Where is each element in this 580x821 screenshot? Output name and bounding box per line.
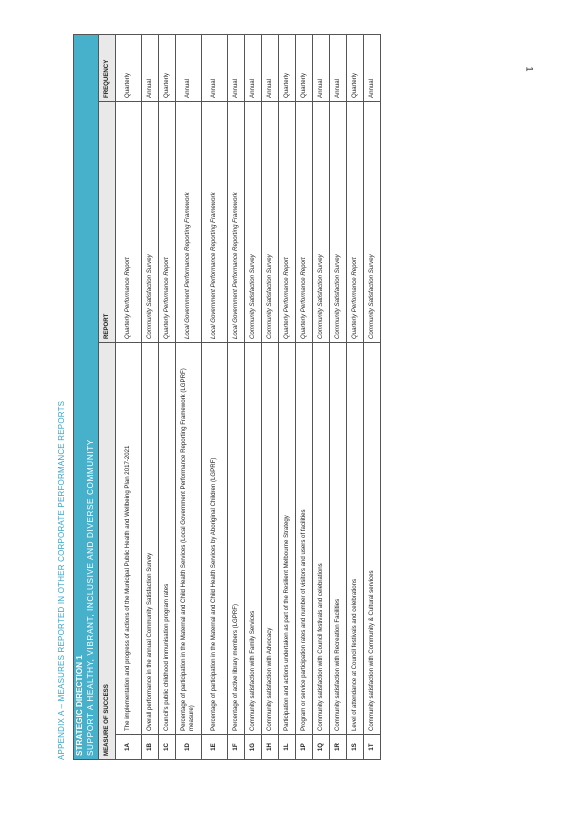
row-frequency: Quarterly (278, 34, 295, 102)
row-code: 1H (261, 734, 278, 760)
row-measure: Level of attendance at Council festivals… (346, 342, 363, 735)
row-report: Quarterly Performance Report (158, 101, 175, 343)
row-code: 1Q (312, 734, 329, 760)
row-report: Community Satisfaction Survey (141, 101, 158, 343)
row-code: 1D (175, 734, 201, 760)
row-frequency: Annual (363, 34, 380, 102)
table-row: 1Q Community satisfaction with Council fe… (312, 34, 329, 760)
table-row: 1R Community satisfaction with Recreation… (329, 34, 346, 760)
row-report: Community Satisfaction Survey (244, 101, 261, 343)
table-row: 1L Participation and actions undertaken a… (278, 34, 295, 760)
row-code: 1T (363, 734, 380, 760)
row-measure: Percentage of participation in the Mater… (175, 342, 201, 735)
row-measure: The implementation and progress of actio… (115, 342, 141, 735)
column-header-measure: MEASURE OF SUCCESS (98, 342, 115, 760)
row-measure: Participation and actions undertaken as … (278, 342, 295, 735)
row-report: Community Satisfaction Survey (329, 101, 346, 343)
table-row: 1S Level of attendance at Council festiva… (346, 34, 363, 760)
measures-table: STRATEGIC DIRECTION 1 SUPPORT A HEALTHY,… (73, 34, 381, 760)
row-report: Quarterly Performance Report (115, 101, 141, 343)
appendix-title: APPENDIX A – MEASURES REPORTED IN OTHER … (57, 400, 66, 760)
row-measure: Program or service participation rates a… (295, 342, 312, 735)
row-frequency: Annual (175, 34, 201, 102)
row-measure: Council's public childhood immunisation … (158, 342, 175, 735)
table-header-row: MEASURE OF SUCCESS REPORT FREQUENCY (98, 34, 115, 760)
row-code: 1F (227, 734, 244, 760)
table-row: 1D Percentage of participation in the Mat… (175, 34, 201, 760)
row-measure: Community satisfaction with Family Servi… (244, 342, 261, 735)
table-row: 1F Percentage of active library members (… (227, 34, 244, 760)
table-row: 1C Council's public childhood immunisatio… (158, 34, 175, 760)
rotated-page-content: APPENDIX A – MEASURES REPORTED IN OTHER … (57, 34, 549, 760)
row-frequency: Annual (312, 34, 329, 102)
row-measure: Percentage of participation in the Mater… (201, 342, 227, 735)
row-frequency: Annual (227, 34, 244, 102)
row-report: Community Satisfaction Survey (363, 101, 380, 343)
row-code: 1E (201, 734, 227, 760)
table-row: 1T Community satisfaction with Community … (363, 34, 380, 760)
row-frequency: Annual (261, 34, 278, 102)
row-report: Local Government Performance Reporting F… (227, 101, 244, 343)
row-measure: Overall performance in the annual Commun… (141, 342, 158, 735)
row-frequency: Quarterly (115, 34, 141, 102)
strategic-direction-title: STRATEGIC DIRECTION 1 (75, 655, 84, 756)
row-code: 1B (141, 734, 158, 760)
row-frequency: Quarterly (158, 34, 175, 102)
row-measure: Community satisfaction with Advocacy (261, 342, 278, 735)
row-report: Community Satisfaction Survey (312, 101, 329, 343)
table-row: 1A The implementation and progress of act… (115, 34, 141, 760)
row-code: 1R (329, 734, 346, 760)
row-frequency: Annual (244, 34, 261, 102)
row-code: 1G (244, 734, 261, 760)
row-frequency: Quarterly (346, 34, 363, 102)
table-row: 1H Community satisfaction with Advocacy Co… (261, 34, 278, 760)
row-code: 1P (295, 734, 312, 760)
row-measure: Community satisfaction with Community & … (363, 342, 380, 735)
row-code: 1L (278, 734, 295, 760)
row-frequency: Quarterly (295, 34, 312, 102)
row-frequency: Annual (329, 34, 346, 102)
row-measure: Community satisfaction with Recreation F… (329, 342, 346, 735)
column-header-frequency: FREQUENCY (98, 34, 115, 102)
row-frequency: Annual (141, 34, 158, 102)
table-row: 1P Program or service participation rates… (295, 34, 312, 760)
table-row: 1G Community satisfaction with Family Ser… (244, 34, 261, 760)
column-header-report: REPORT (98, 101, 115, 343)
row-report: Community Satisfaction Survey (261, 101, 278, 343)
table-row: 1B Overall performance in the annual Comm… (141, 34, 158, 760)
row-report: Quarterly Performance Report (278, 101, 295, 343)
row-report: Quarterly Performance Report (295, 101, 312, 343)
row-measure: Community satisfaction with Council fest… (312, 342, 329, 735)
row-frequency: Annual (201, 34, 227, 102)
strategic-direction-subtitle: SUPPORT A HEALTHY, VIBRANT, INCLUSIVE AN… (86, 439, 96, 756)
row-code: 1C (158, 734, 175, 760)
row-report: Local Government Performance Reporting F… (175, 101, 201, 343)
row-measure: Percentage of active library members (LG… (227, 342, 244, 735)
row-report: Local Government Performance Reporting F… (201, 101, 227, 343)
row-code: 1S (346, 734, 363, 760)
table-row: 1E Percentage of participation in the Mat… (201, 34, 227, 760)
row-report: Quarterly Performance Report (346, 101, 363, 343)
row-code: 1A (115, 734, 141, 760)
table-body: 1A The implementation and progress of act… (115, 34, 380, 760)
strategic-direction-banner: STRATEGIC DIRECTION 1 SUPPORT A HEALTHY,… (73, 34, 98, 760)
